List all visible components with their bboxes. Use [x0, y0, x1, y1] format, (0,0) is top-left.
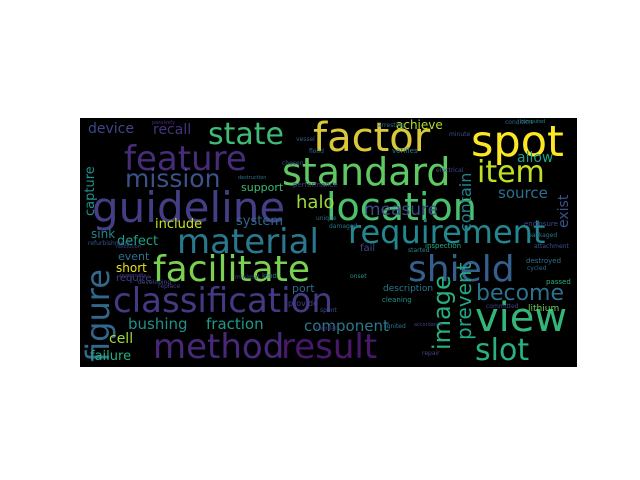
word-slot: slot — [475, 333, 530, 367]
word-destruction: destruction — [238, 175, 267, 181]
word-halo: halo — [296, 192, 335, 213]
word-method: method — [153, 327, 285, 367]
word-vessel: vessel — [296, 136, 315, 143]
word-spot: spot — [471, 118, 564, 167]
word-fraction: fraction — [206, 315, 264, 333]
word-image: image — [428, 275, 456, 350]
word-source: source — [498, 184, 548, 202]
word-location: location — [326, 185, 477, 229]
word-event: event — [118, 250, 150, 263]
word-result: result — [281, 327, 378, 367]
word-repair: repair — [422, 350, 440, 357]
word-started: started — [408, 247, 430, 254]
word-prevent: prevent — [452, 262, 476, 340]
word-refurbishment: refurbishment — [88, 240, 131, 247]
word-resolution: resolution — [116, 244, 141, 250]
word-flood: flood — [309, 148, 324, 155]
word-become: become — [476, 281, 565, 306]
word-facilitate: facilitate — [153, 249, 310, 290]
word-failure: failure — [90, 349, 132, 364]
word-port: port — [292, 282, 315, 295]
word-achieve: achieve — [396, 118, 443, 132]
word-defect: defect — [117, 234, 159, 249]
word-short: short — [116, 261, 147, 275]
word-exist: exist — [556, 194, 572, 228]
word-condition: condition — [505, 119, 533, 126]
word-marginally: marginally — [120, 273, 147, 279]
word-damaged: damaged — [329, 223, 358, 230]
word-material: material — [177, 222, 319, 262]
word-accordance: accordance — [414, 322, 443, 328]
word-computed: computed — [520, 119, 546, 125]
word-minimal: minimal — [235, 274, 260, 281]
word-passed: passed — [546, 278, 571, 286]
word-regular: regular — [316, 325, 338, 332]
word-enclosure: enclosure — [524, 220, 558, 228]
word-provide: provide — [288, 299, 319, 308]
word-performance: performance — [293, 181, 338, 189]
word-cleaning: cleaning — [382, 296, 412, 304]
word-fail: fail — [360, 243, 376, 254]
word-contain: contain — [456, 172, 475, 232]
word-attachment: attachment — [534, 243, 569, 250]
word-requirement: requirement — [348, 213, 546, 251]
word-bushing: bushing — [128, 315, 188, 333]
word-cycled: cycled — [527, 265, 547, 272]
word-destroyed: destroyed — [526, 257, 562, 265]
word-passively: passively — [152, 120, 176, 126]
word-require: require — [116, 273, 152, 284]
word-classification: classification — [113, 281, 333, 321]
word-electrical: electrical — [436, 167, 464, 174]
word-view: view — [475, 295, 568, 341]
word-replace: replace — [158, 283, 181, 290]
word-state: state — [208, 118, 284, 152]
word-support: support — [241, 181, 284, 194]
word-packaged: packaged — [528, 232, 558, 239]
word-cell: cell — [109, 331, 134, 347]
word-spent: spent — [320, 307, 337, 314]
word-item: item — [477, 155, 545, 190]
word-measure: measure — [364, 200, 439, 220]
word-kind: kind — [262, 272, 277, 280]
word-committed: committed — [486, 303, 519, 310]
word-guideline: guideline — [92, 183, 286, 232]
word-ignited: ignited — [385, 323, 406, 330]
word-developing: developing — [138, 279, 172, 286]
word-inspection: inspection — [425, 242, 462, 250]
word-device: device — [88, 121, 134, 137]
word-description: description — [383, 284, 434, 294]
word-onset: onset — [350, 273, 367, 280]
word-minute: minute — [449, 131, 471, 138]
word-cloud: factor spot standard state feature item … — [80, 118, 577, 367]
word-lithium: lithium — [528, 304, 560, 314]
word-chosen: chosen — [282, 160, 304, 167]
word-component: component — [304, 317, 389, 335]
word-mission: mission — [125, 164, 221, 193]
word-verifies: verifies — [392, 147, 418, 155]
word-unique: unique — [316, 215, 337, 222]
word-recall: recall — [153, 122, 192, 138]
word-system: system — [236, 214, 283, 229]
word-feature: feature — [124, 139, 247, 179]
word-include: include — [155, 217, 203, 232]
word-standard: standard — [282, 150, 451, 194]
word-allow: allow — [517, 150, 554, 166]
word-shield: shield — [408, 249, 515, 290]
word-capture: capture — [83, 166, 98, 216]
word-arresting: arresting — [378, 122, 405, 129]
word-sink: sink — [91, 227, 116, 241]
word-factor: factor — [313, 118, 431, 161]
